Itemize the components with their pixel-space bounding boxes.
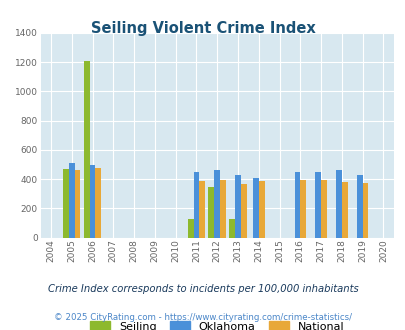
Bar [187, 219, 193, 238]
Bar [83, 61, 90, 238]
Bar [90, 165, 95, 238]
Bar [63, 169, 69, 238]
Text: © 2025 CityRating.com - https://www.cityrating.com/crime-statistics/: © 2025 CityRating.com - https://www.city… [54, 313, 351, 322]
Bar [95, 168, 101, 238]
Bar [199, 181, 205, 238]
Bar [214, 170, 220, 238]
Bar [335, 170, 341, 238]
Bar [300, 180, 305, 238]
Bar [229, 219, 234, 238]
Bar [208, 187, 214, 238]
Bar [252, 179, 258, 238]
Text: Crime Index corresponds to incidents per 100,000 inhabitants: Crime Index corresponds to incidents per… [47, 284, 358, 294]
Bar [69, 163, 75, 238]
Bar [193, 172, 199, 238]
Bar [356, 175, 362, 238]
Bar [362, 183, 368, 238]
Bar [315, 172, 320, 238]
Text: Seiling Violent Crime Index: Seiling Violent Crime Index [90, 21, 315, 36]
Legend: Seiling, Oklahoma, National: Seiling, Oklahoma, National [90, 321, 343, 330]
Bar [234, 176, 240, 238]
Bar [240, 183, 246, 238]
Bar [220, 180, 225, 238]
Bar [294, 172, 300, 238]
Bar [341, 182, 347, 238]
Bar [320, 180, 326, 238]
Bar [75, 170, 80, 238]
Bar [258, 182, 264, 238]
